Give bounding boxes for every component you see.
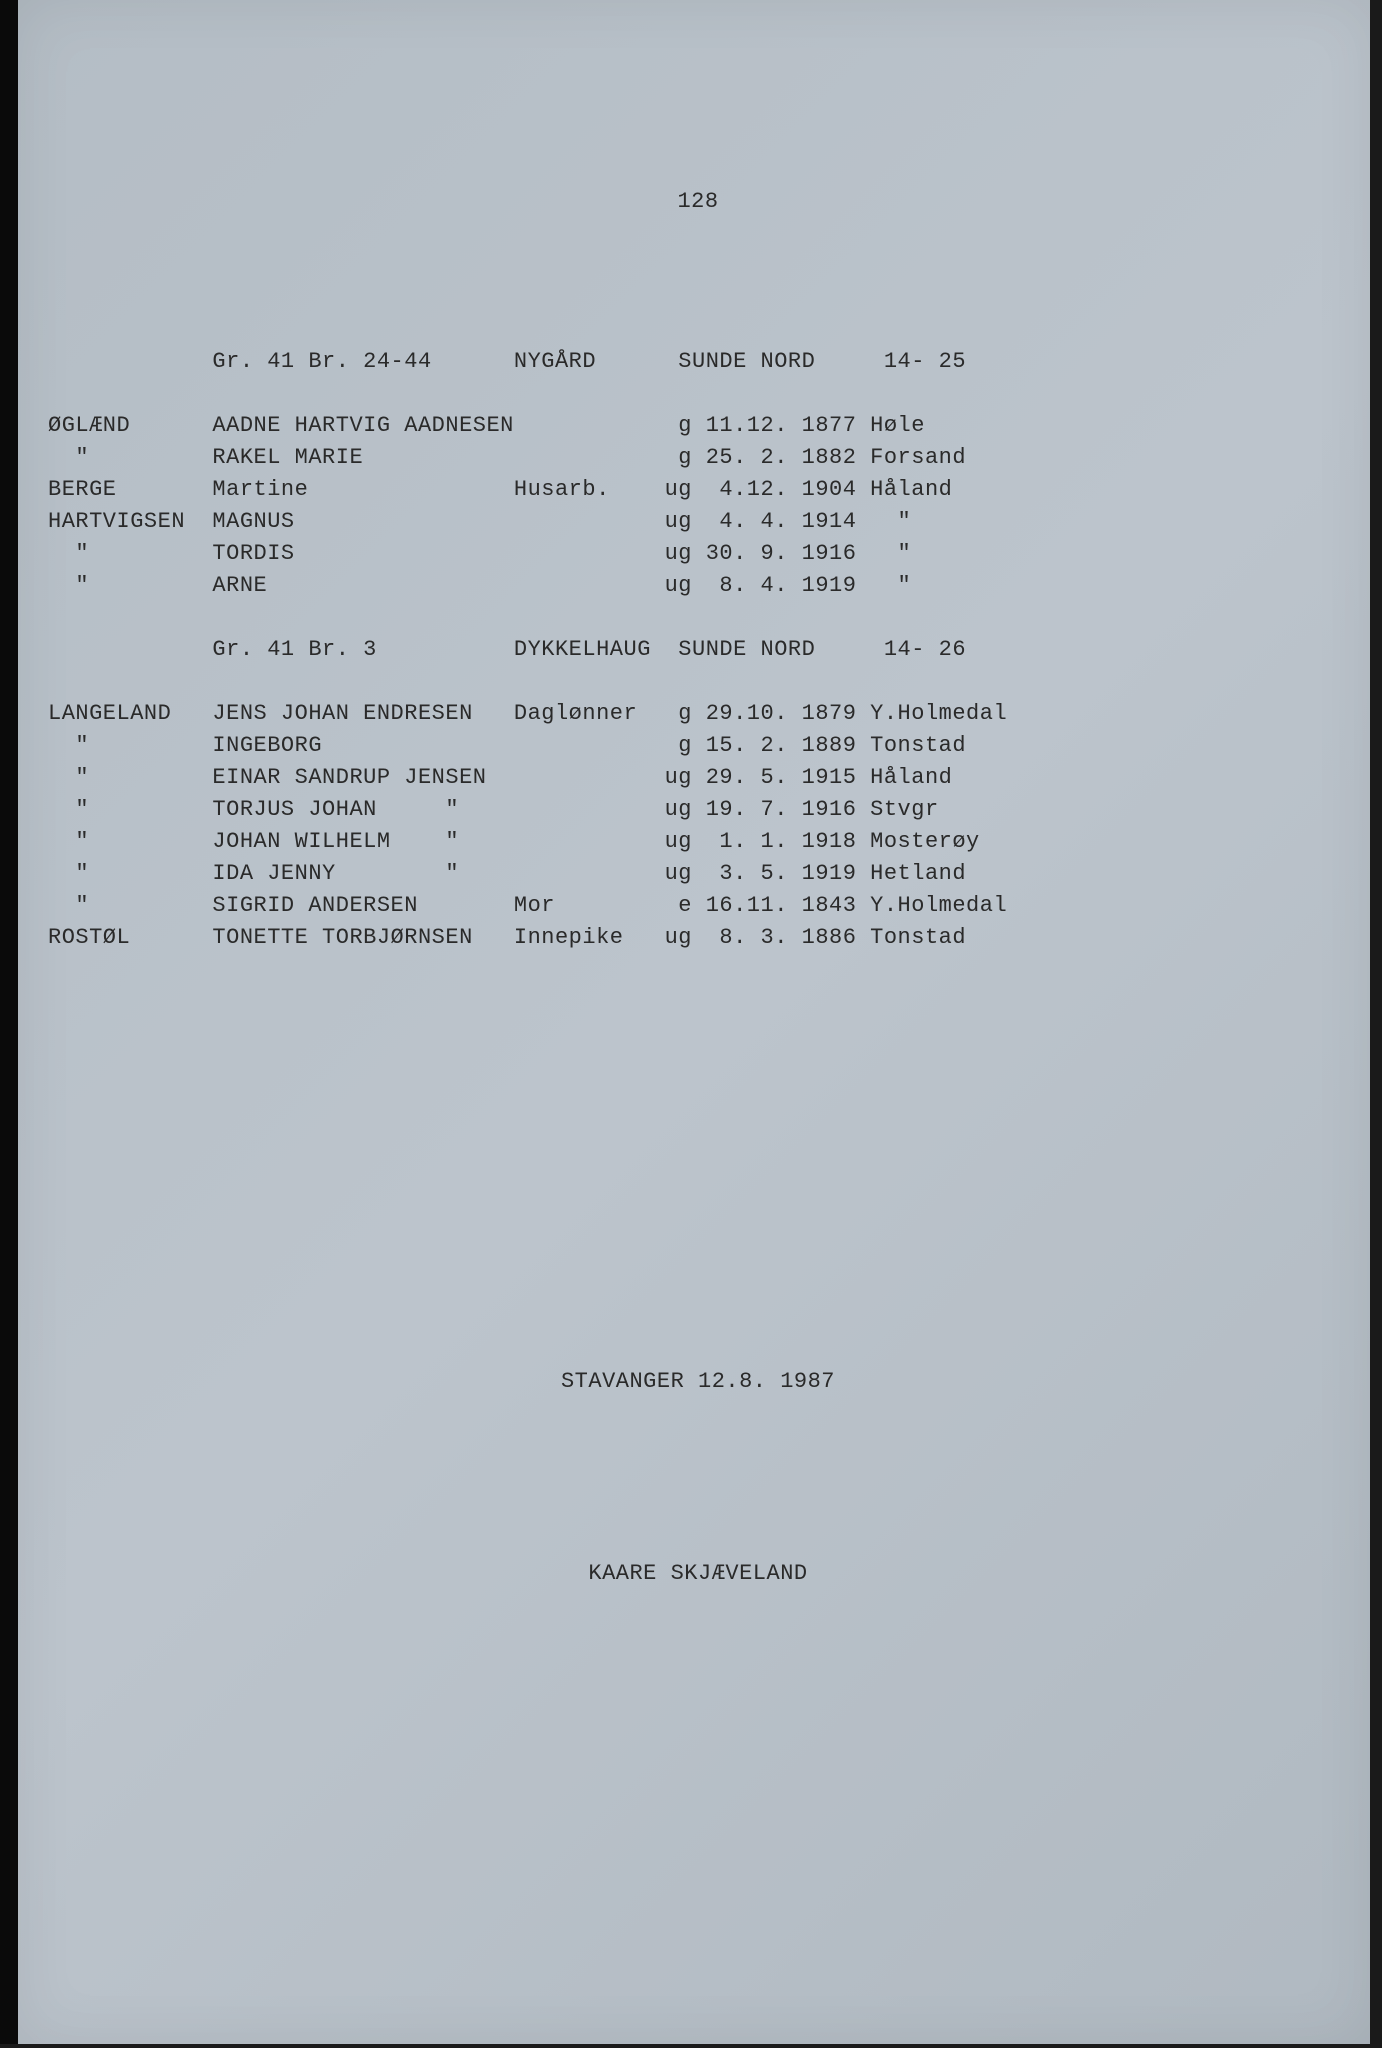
- document-page: 128 Gr. 41 Br. 24-44 NYGÅRD SUNDE NORD 1…: [18, 0, 1370, 2044]
- census-row: " TORDIS ug 30. 9. 1916 ": [48, 538, 1348, 570]
- blank-line: [48, 602, 1348, 634]
- footer-author: KAARE SKJÆVELAND: [48, 1558, 1348, 1590]
- census-sections: Gr. 41 Br. 24-44 NYGÅRD SUNDE NORD 14- 2…: [48, 346, 1348, 986]
- page-number: 128: [48, 186, 1348, 218]
- census-row: " SIGRID ANDERSEN Mor e 16.11. 1843 Y.Ho…: [48, 890, 1348, 922]
- census-row: LANGELAND JENS JOHAN ENDRESEN Daglønner …: [48, 698, 1348, 730]
- census-row: " ARNE ug 8. 4. 1919 ": [48, 570, 1348, 602]
- census-row: " TORJUS JOHAN " ug 19. 7. 1916 Stvgr: [48, 794, 1348, 826]
- scan-binding-edge: [0, 0, 18, 2044]
- census-row: " JOHAN WILHELM " ug 1. 1. 1918 Mosterøy: [48, 826, 1348, 858]
- census-row: BERGE Martine Husarb. ug 4.12. 1904 Håla…: [48, 474, 1348, 506]
- blank-line: [48, 954, 1348, 986]
- section-header: Gr. 41 Br. 24-44 NYGÅRD SUNDE NORD 14- 2…: [48, 346, 1348, 378]
- census-row: " INGEBORG g 15. 2. 1889 Tonstad: [48, 730, 1348, 762]
- typed-content: 128 Gr. 41 Br. 24-44 NYGÅRD SUNDE NORD 1…: [48, 90, 1348, 1750]
- footer-place-date: STAVANGER 12.8. 1987: [48, 1366, 1348, 1398]
- spacer: [48, 1462, 1348, 1494]
- census-row: ROSTØL TONETTE TORBJØRNSEN Innepike ug 8…: [48, 922, 1348, 954]
- blank-line: [48, 666, 1348, 698]
- census-row: " RAKEL MARIE g 25. 2. 1882 Forsand: [48, 442, 1348, 474]
- census-row: " EINAR SANDRUP JENSEN ug 29. 5. 1915 Hå…: [48, 762, 1348, 794]
- census-row: HARTVIGSEN MAGNUS ug 4. 4. 1914 ": [48, 506, 1348, 538]
- census-row: " IDA JENNY " ug 3. 5. 1919 Hetland: [48, 858, 1348, 890]
- census-row: ØGLÆND AADNE HARTVIG AADNESEN g 11.12. 1…: [48, 410, 1348, 442]
- document-footer: STAVANGER 12.8. 1987 KAARE SKJÆVELAND: [48, 1302, 1348, 1654]
- blank-line: [48, 378, 1348, 410]
- section-header: Gr. 41 Br. 3 DYKKELHAUG SUNDE NORD 14- 2…: [48, 634, 1348, 666]
